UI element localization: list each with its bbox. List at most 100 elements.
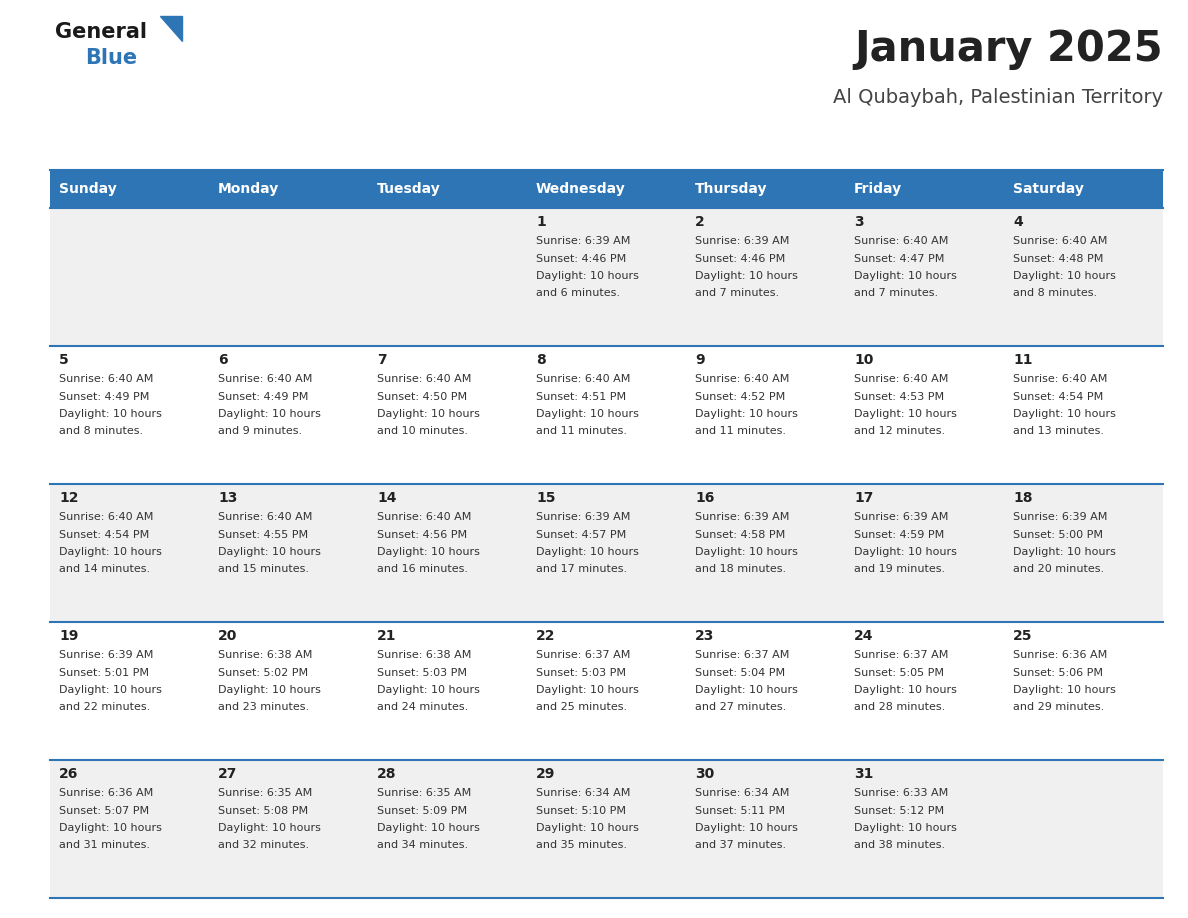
Bar <box>50 760 1163 898</box>
Text: Sunrise: 6:38 AM: Sunrise: 6:38 AM <box>219 650 312 660</box>
Text: Sunset: 5:03 PM: Sunset: 5:03 PM <box>536 667 626 677</box>
Text: Sunset: 5:01 PM: Sunset: 5:01 PM <box>59 667 148 677</box>
Text: 24: 24 <box>854 629 873 643</box>
Text: 26: 26 <box>59 767 78 781</box>
Text: Sunset: 4:48 PM: Sunset: 4:48 PM <box>1013 253 1104 263</box>
Text: Sunrise: 6:39 AM: Sunrise: 6:39 AM <box>695 512 789 522</box>
Text: Daylight: 10 hours: Daylight: 10 hours <box>59 823 162 833</box>
Text: 8: 8 <box>536 353 545 367</box>
Text: Sunset: 5:00 PM: Sunset: 5:00 PM <box>1013 530 1102 540</box>
Text: Sunset: 5:07 PM: Sunset: 5:07 PM <box>59 805 150 815</box>
Text: Sunrise: 6:40 AM: Sunrise: 6:40 AM <box>219 374 312 384</box>
Text: Sunset: 5:11 PM: Sunset: 5:11 PM <box>695 805 785 815</box>
Text: Sunset: 4:58 PM: Sunset: 4:58 PM <box>695 530 785 540</box>
Text: Daylight: 10 hours: Daylight: 10 hours <box>695 823 798 833</box>
Text: and 35 minutes.: and 35 minutes. <box>536 841 627 850</box>
Text: 3: 3 <box>854 215 864 229</box>
Text: Sunrise: 6:36 AM: Sunrise: 6:36 AM <box>59 788 153 798</box>
Text: and 20 minutes.: and 20 minutes. <box>1013 565 1104 575</box>
Text: Sunset: 5:02 PM: Sunset: 5:02 PM <box>219 667 308 677</box>
Text: Monday: Monday <box>219 182 279 196</box>
Text: Al Qubaybah, Palestinian Territory: Al Qubaybah, Palestinian Territory <box>833 88 1163 107</box>
Text: 14: 14 <box>377 491 397 505</box>
Text: 21: 21 <box>377 629 397 643</box>
Text: and 6 minutes.: and 6 minutes. <box>536 288 620 298</box>
Text: and 13 minutes.: and 13 minutes. <box>1013 427 1104 436</box>
Text: 11: 11 <box>1013 353 1032 367</box>
Text: Daylight: 10 hours: Daylight: 10 hours <box>695 685 798 695</box>
Bar <box>50 622 1163 760</box>
Text: Daylight: 10 hours: Daylight: 10 hours <box>219 685 321 695</box>
Text: Sunday: Sunday <box>59 182 116 196</box>
Text: 16: 16 <box>695 491 714 505</box>
Text: Daylight: 10 hours: Daylight: 10 hours <box>1013 409 1116 419</box>
Text: Sunset: 4:49 PM: Sunset: 4:49 PM <box>219 391 309 401</box>
Text: and 11 minutes.: and 11 minutes. <box>536 427 627 436</box>
Text: and 8 minutes.: and 8 minutes. <box>1013 288 1098 298</box>
Text: 30: 30 <box>695 767 714 781</box>
Text: Sunset: 4:47 PM: Sunset: 4:47 PM <box>854 253 944 263</box>
Text: and 31 minutes.: and 31 minutes. <box>59 841 150 850</box>
Text: and 15 minutes.: and 15 minutes. <box>219 565 309 575</box>
Bar <box>50 170 1163 208</box>
Text: Sunset: 5:08 PM: Sunset: 5:08 PM <box>219 805 308 815</box>
Text: Sunset: 5:10 PM: Sunset: 5:10 PM <box>536 805 626 815</box>
Text: 25: 25 <box>1013 629 1032 643</box>
Text: Wednesday: Wednesday <box>536 182 626 196</box>
Text: and 34 minutes.: and 34 minutes. <box>377 841 468 850</box>
Text: and 9 minutes.: and 9 minutes. <box>219 427 302 436</box>
Text: Sunrise: 6:39 AM: Sunrise: 6:39 AM <box>854 512 948 522</box>
Text: Sunrise: 6:39 AM: Sunrise: 6:39 AM <box>536 236 631 246</box>
Text: Sunrise: 6:40 AM: Sunrise: 6:40 AM <box>695 374 789 384</box>
Text: 29: 29 <box>536 767 555 781</box>
Bar <box>50 484 1163 622</box>
Text: 18: 18 <box>1013 491 1032 505</box>
Text: 23: 23 <box>695 629 714 643</box>
Text: Sunrise: 6:37 AM: Sunrise: 6:37 AM <box>536 650 631 660</box>
Text: 5: 5 <box>59 353 69 367</box>
Text: and 8 minutes.: and 8 minutes. <box>59 427 143 436</box>
Text: Blue: Blue <box>86 48 137 68</box>
Text: Sunset: 4:55 PM: Sunset: 4:55 PM <box>219 530 308 540</box>
Text: Daylight: 10 hours: Daylight: 10 hours <box>695 271 798 281</box>
Text: Daylight: 10 hours: Daylight: 10 hours <box>695 547 798 557</box>
Text: 7: 7 <box>377 353 386 367</box>
Text: Sunset: 4:51 PM: Sunset: 4:51 PM <box>536 391 626 401</box>
Text: and 14 minutes.: and 14 minutes. <box>59 565 150 575</box>
Text: and 38 minutes.: and 38 minutes. <box>854 841 946 850</box>
Text: Sunset: 4:46 PM: Sunset: 4:46 PM <box>536 253 626 263</box>
Text: and 19 minutes.: and 19 minutes. <box>854 565 946 575</box>
Text: Sunrise: 6:39 AM: Sunrise: 6:39 AM <box>536 512 631 522</box>
Text: 27: 27 <box>219 767 238 781</box>
Text: Sunset: 5:04 PM: Sunset: 5:04 PM <box>695 667 785 677</box>
Text: Sunset: 4:56 PM: Sunset: 4:56 PM <box>377 530 467 540</box>
Text: Daylight: 10 hours: Daylight: 10 hours <box>377 547 480 557</box>
Text: Sunset: 4:46 PM: Sunset: 4:46 PM <box>695 253 785 263</box>
Text: 13: 13 <box>219 491 238 505</box>
Text: Sunrise: 6:35 AM: Sunrise: 6:35 AM <box>219 788 312 798</box>
Text: and 24 minutes.: and 24 minutes. <box>377 702 468 712</box>
Text: and 11 minutes.: and 11 minutes. <box>695 427 786 436</box>
Text: Daylight: 10 hours: Daylight: 10 hours <box>219 823 321 833</box>
Text: Daylight: 10 hours: Daylight: 10 hours <box>854 685 956 695</box>
Text: Sunrise: 6:39 AM: Sunrise: 6:39 AM <box>59 650 153 660</box>
Text: 31: 31 <box>854 767 873 781</box>
Text: Sunrise: 6:34 AM: Sunrise: 6:34 AM <box>695 788 789 798</box>
Text: Sunrise: 6:40 AM: Sunrise: 6:40 AM <box>536 374 631 384</box>
Text: 15: 15 <box>536 491 556 505</box>
Text: 6: 6 <box>219 353 228 367</box>
Text: Sunset: 4:53 PM: Sunset: 4:53 PM <box>854 391 944 401</box>
Text: and 28 minutes.: and 28 minutes. <box>854 702 946 712</box>
Text: Sunset: 4:54 PM: Sunset: 4:54 PM <box>1013 391 1104 401</box>
Text: January 2025: January 2025 <box>854 28 1163 70</box>
Text: and 10 minutes.: and 10 minutes. <box>377 427 468 436</box>
Text: Sunrise: 6:40 AM: Sunrise: 6:40 AM <box>377 512 472 522</box>
Text: and 37 minutes.: and 37 minutes. <box>695 841 786 850</box>
Text: Sunset: 5:12 PM: Sunset: 5:12 PM <box>854 805 944 815</box>
Text: 20: 20 <box>219 629 238 643</box>
Text: Tuesday: Tuesday <box>377 182 441 196</box>
Text: Sunrise: 6:36 AM: Sunrise: 6:36 AM <box>1013 650 1107 660</box>
Text: Daylight: 10 hours: Daylight: 10 hours <box>377 685 480 695</box>
Text: Sunset: 4:54 PM: Sunset: 4:54 PM <box>59 530 150 540</box>
Text: Daylight: 10 hours: Daylight: 10 hours <box>1013 685 1116 695</box>
